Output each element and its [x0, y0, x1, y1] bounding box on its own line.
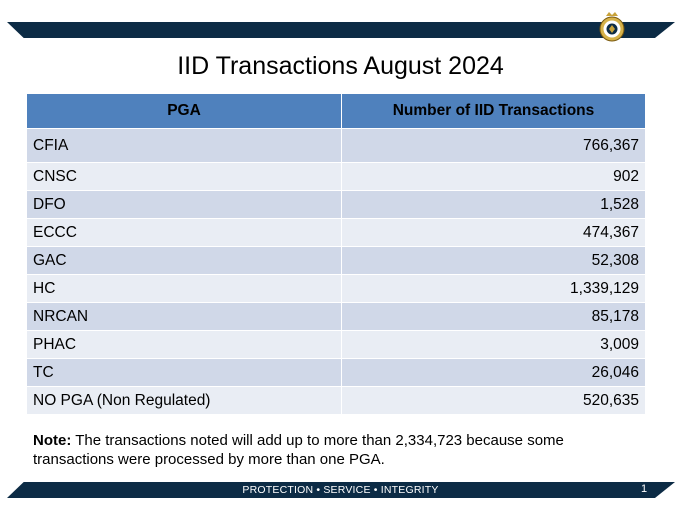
- pga-cell: NRCAN: [26, 302, 342, 331]
- transactions-cell: 1,528: [341, 190, 646, 219]
- pga-cell: ECCC: [26, 218, 342, 247]
- transactions-cell: 902: [341, 162, 646, 191]
- table-row: NO PGA (Non Regulated) 520,635: [26, 386, 646, 415]
- transactions-cell: 3,009: [341, 330, 646, 359]
- transactions-cell: 766,367: [341, 128, 646, 163]
- crest-logo-icon: [599, 12, 625, 42]
- table-header-row: PGA Number of IID Transactions: [26, 93, 646, 129]
- transactions-table: PGA Number of IID Transactions CFIA 766,…: [26, 93, 646, 415]
- column-header-transactions: Number of IID Transactions: [341, 93, 646, 129]
- pga-cell: HC: [26, 274, 342, 303]
- table-row: PHAC 3,009: [26, 330, 646, 359]
- pga-cell: NO PGA (Non Regulated): [26, 386, 342, 415]
- transactions-cell: 520,635: [341, 386, 646, 415]
- pga-cell: DFO: [26, 190, 342, 219]
- pga-cell: GAC: [26, 246, 342, 275]
- top-banner: [7, 22, 675, 38]
- transactions-cell: 26,046: [341, 358, 646, 387]
- pga-cell: CFIA: [26, 128, 342, 163]
- transactions-cell: 474,367: [341, 218, 646, 247]
- table-row: GAC 52,308: [26, 246, 646, 275]
- table-row: CFIA 766,367: [26, 128, 646, 163]
- pga-cell: CNSC: [26, 162, 342, 191]
- footer-tagline: PROTECTION • SERVICE • INTEGRITY: [242, 484, 439, 496]
- page-number: 1: [641, 483, 648, 495]
- table-row: HC 1,339,129: [26, 274, 646, 303]
- transactions-cell: 52,308: [341, 246, 646, 275]
- table-row: ECCC 474,367: [26, 218, 646, 247]
- footnote: Note: The transactions noted will add up…: [33, 431, 633, 469]
- slide-title: IID Transactions August 2024: [177, 52, 504, 80]
- bottom-banner: [7, 482, 675, 498]
- table-row: TC 26,046: [26, 358, 646, 387]
- table-row: NRCAN 85,178: [26, 302, 646, 331]
- note-text: The transactions noted will add up to mo…: [33, 432, 564, 468]
- pga-cell: TC: [26, 358, 342, 387]
- pga-cell: PHAC: [26, 330, 342, 359]
- table-row: DFO 1,528: [26, 190, 646, 219]
- transactions-cell: 85,178: [341, 302, 646, 331]
- table-row: CNSC 902: [26, 162, 646, 191]
- transactions-cell: 1,339,129: [341, 274, 646, 303]
- note-label: Note:: [33, 432, 72, 449]
- column-header-pga: PGA: [26, 93, 342, 129]
